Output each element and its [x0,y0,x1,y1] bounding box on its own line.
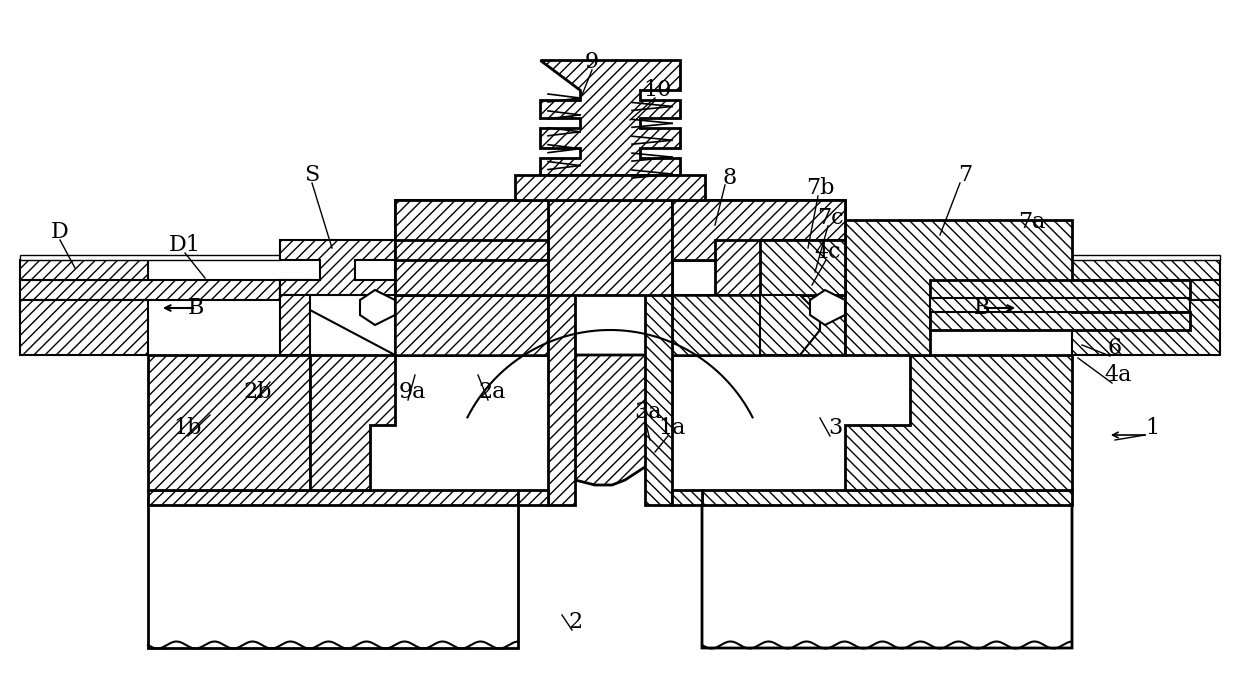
Polygon shape [148,355,310,490]
Polygon shape [396,200,844,295]
Text: 3: 3 [828,417,842,439]
Text: 6: 6 [1107,337,1122,359]
Text: 1: 1 [1145,417,1159,439]
Polygon shape [280,240,396,295]
Polygon shape [20,260,148,280]
Polygon shape [20,280,280,300]
Polygon shape [548,355,672,485]
Text: 9a: 9a [398,381,425,403]
Text: 2: 2 [568,611,582,633]
Polygon shape [930,298,1190,312]
Polygon shape [1073,260,1220,280]
Polygon shape [280,280,310,355]
Text: D1: D1 [169,234,201,256]
Polygon shape [930,280,1190,330]
Text: 2b: 2b [244,381,273,403]
Polygon shape [810,290,844,325]
Polygon shape [396,295,548,355]
Text: 3a: 3a [634,401,662,423]
Text: 8: 8 [723,167,737,189]
Text: 4c: 4c [815,241,841,263]
Polygon shape [548,200,672,295]
Text: 1a: 1a [658,417,686,439]
Polygon shape [539,60,680,175]
Text: 10: 10 [644,79,672,101]
Text: 7c: 7c [817,207,843,229]
Polygon shape [20,255,280,260]
Polygon shape [360,290,396,325]
Text: 4a: 4a [1105,364,1132,386]
Polygon shape [310,355,396,490]
Polygon shape [844,220,1073,355]
Polygon shape [645,200,672,505]
Text: D: D [51,221,69,243]
Polygon shape [148,500,518,648]
Text: 2a: 2a [479,381,506,403]
Text: B: B [187,297,205,319]
Text: 7b: 7b [806,177,835,199]
Polygon shape [672,295,760,355]
Polygon shape [148,490,518,505]
Text: 7a: 7a [1018,211,1045,233]
Polygon shape [20,300,148,355]
Text: 7: 7 [959,164,972,186]
Text: S: S [304,164,320,186]
Polygon shape [548,200,575,505]
Polygon shape [844,355,1073,490]
Polygon shape [518,490,548,505]
Polygon shape [515,175,706,200]
Polygon shape [760,295,820,355]
Polygon shape [960,280,1220,300]
Polygon shape [396,295,548,355]
Polygon shape [672,490,702,505]
Polygon shape [396,200,844,260]
Text: B: B [973,297,991,319]
Polygon shape [702,490,1073,505]
Polygon shape [960,255,1220,260]
Polygon shape [702,500,1073,648]
Polygon shape [760,240,844,295]
Polygon shape [396,200,548,295]
Text: 9: 9 [585,51,599,73]
Text: 1b: 1b [174,417,202,439]
Polygon shape [672,295,844,355]
Polygon shape [1073,300,1220,355]
